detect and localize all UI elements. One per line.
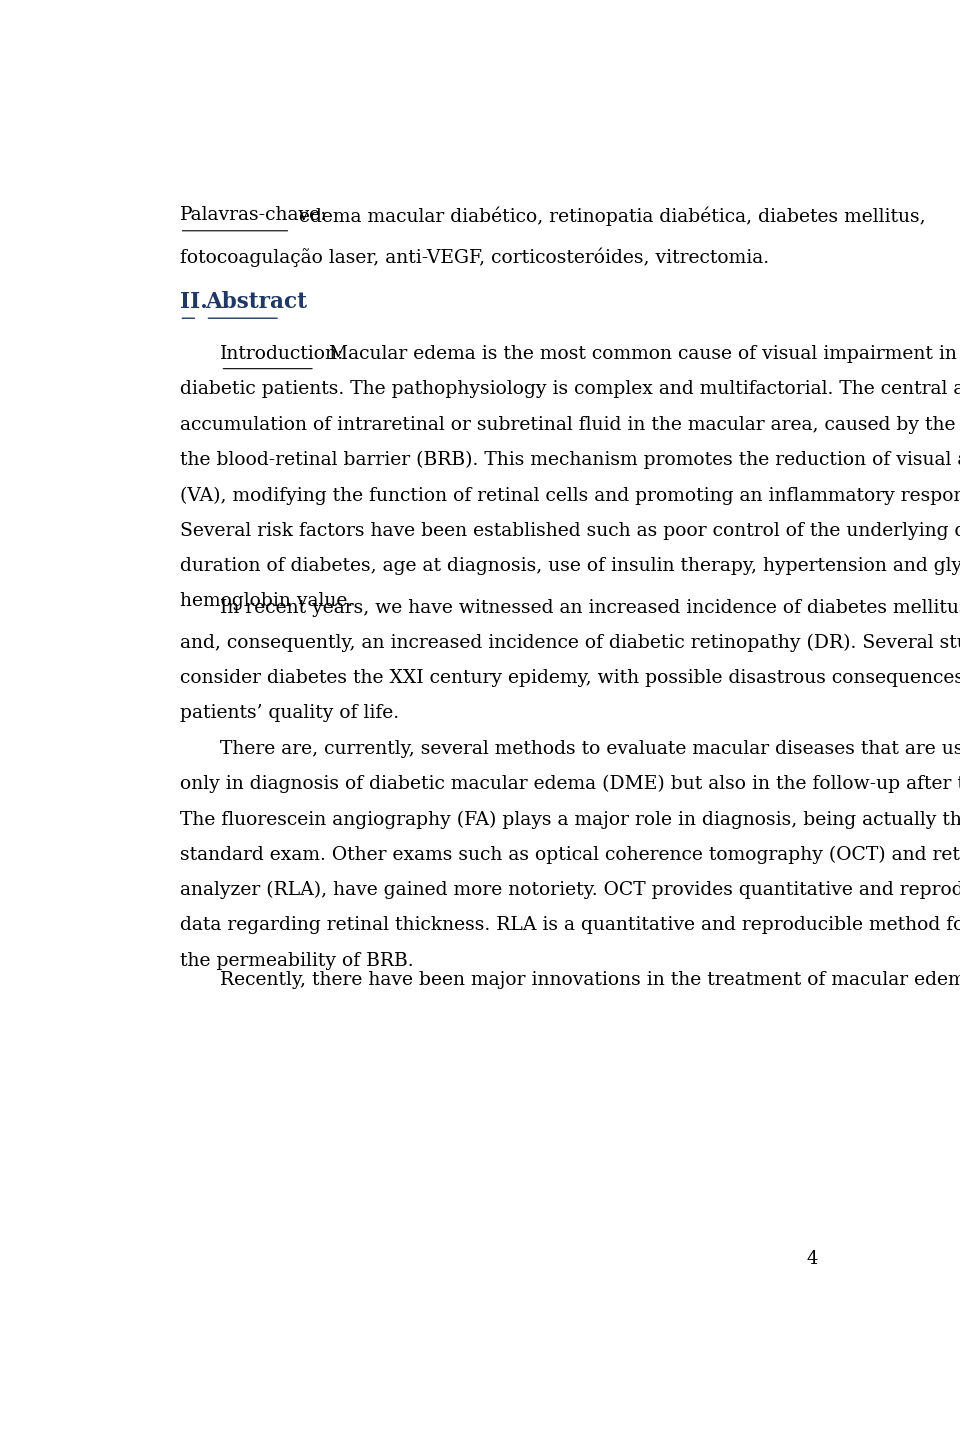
Text: The fluorescein angiography (FA) plays a major role in diagnosis, being actually: The fluorescein angiography (FA) plays a… (180, 811, 960, 828)
Text: hemoglobin value.: hemoglobin value. (180, 593, 352, 610)
Text: diabetic patients. The pathophysiology is complex and multifactorial. The centra: diabetic patients. The pathophysiology i… (180, 380, 960, 399)
Text: (VA), modifying the function of retinal cells and promoting an inflammatory resp: (VA), modifying the function of retinal … (180, 486, 960, 505)
Text: Recently, there have been major innovations in the treatment of macular edema.: Recently, there have been major innovati… (221, 971, 960, 989)
Text: only in diagnosis of diabetic macular edema (DME) but also in the follow-up afte: only in diagnosis of diabetic macular ed… (180, 775, 960, 794)
Text: consider diabetes the XXI century epidemy, with possible disastrous consequences: consider diabetes the XXI century epidem… (180, 670, 960, 687)
Text: Introduction:: Introduction: (221, 345, 345, 363)
Text: standard exam. Other exams such as optical coherence tomography (OCT) and retina: standard exam. Other exams such as optic… (180, 846, 960, 863)
Text: the blood-retinal barrier (BRB). This mechanism promotes the reduction of visual: the blood-retinal barrier (BRB). This me… (180, 451, 960, 469)
Text: patients’ quality of life.: patients’ quality of life. (180, 705, 398, 722)
Text: edema macular diabético, retinopatia diabética, diabetes mellitus,: edema macular diabético, retinopatia dia… (293, 207, 925, 226)
Text: There are, currently, several methods to evaluate macular diseases that are usef: There are, currently, several methods to… (221, 740, 960, 757)
Text: the permeability of BRB.: the permeability of BRB. (180, 952, 413, 970)
Text: Abstract: Abstract (205, 291, 307, 313)
Text: data regarding retinal thickness. RLA is a quantitative and reproducible method : data regarding retinal thickness. RLA is… (180, 916, 960, 935)
Text: II.: II. (180, 291, 207, 313)
Text: accumulation of intraretinal or subretinal fluid in the macular area, caused by : accumulation of intraretinal or subretin… (180, 416, 960, 434)
Text: Macular edema is the most common cause of visual impairment in: Macular edema is the most common cause o… (317, 345, 957, 363)
Text: In recent years, we have witnessed an increased incidence of diabetes mellitus (: In recent years, we have witnessed an in… (221, 598, 960, 617)
Text: duration of diabetes, age at diagnosis, use of insulin therapy, hypertension and: duration of diabetes, age at diagnosis, … (180, 558, 960, 575)
Text: Palavras-chave:: Palavras-chave: (180, 207, 327, 224)
Text: 4: 4 (806, 1249, 818, 1268)
Text: and, consequently, an increased incidence of diabetic retinopathy (DR). Several : and, consequently, an increased incidenc… (180, 633, 960, 652)
Text: fotocoagulação laser, anti-VEGF, corticosteróides, vitrectomia.: fotocoagulação laser, anti-VEGF, cortico… (180, 248, 769, 266)
Text: Several risk factors have been established such as poor control of the underlyin: Several risk factors have been establish… (180, 521, 960, 540)
Text: analyzer (RLA), have gained more notoriety. OCT provides quantitative and reprod: analyzer (RLA), have gained more notorie… (180, 881, 960, 900)
